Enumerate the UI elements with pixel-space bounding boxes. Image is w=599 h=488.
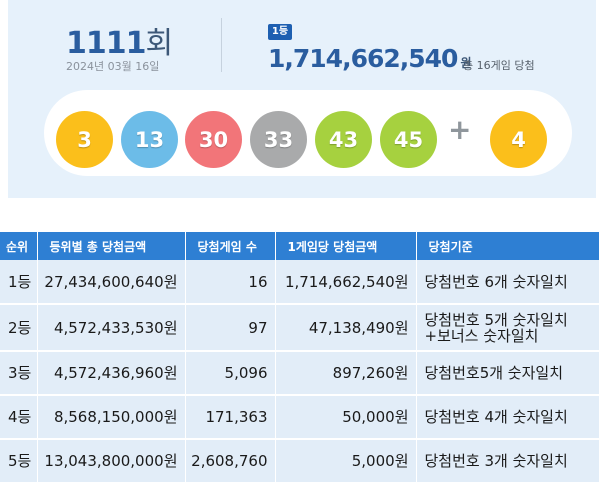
first-prize-value: 1,714,662,540 [268, 44, 458, 73]
table-row: 4등 8,568,150,000원 171,363 50,000원 당첨번호 4… [0, 395, 599, 440]
number-ball-3: 30 [185, 111, 242, 168]
header-winner-count: 당첨게임 수 [185, 232, 276, 260]
first-prize-badge: 1등 [268, 24, 292, 40]
rank-cell: 1등 [0, 260, 38, 305]
number-ball-1: 3 [56, 111, 113, 168]
draw-date: 2024년 03월 16일 [66, 60, 160, 73]
bonus-ball: 4 [490, 111, 547, 168]
per-game-prize-cell: 47,138,490원 [275, 304, 417, 352]
round-title: 1111회 [66, 18, 174, 62]
winner-summary: 총 16게임 당첨 [463, 59, 535, 72]
round-unit: 회 [145, 26, 174, 61]
rank-cell: 2등 [0, 304, 38, 352]
header-rank: 순위 [0, 232, 38, 260]
table-row: 1등 27,434,600,640원 16 1,714,662,540원 당첨번… [0, 260, 599, 305]
divider [221, 18, 222, 72]
number-ball-4: 33 [250, 111, 307, 168]
criteria-cell: 당첨번호 3개 숫자일치 [416, 439, 599, 484]
per-game-prize-cell: 1,714,662,540원 [275, 260, 417, 305]
winning-numbers-bar: 3 13 30 33 43 45 4 [44, 90, 572, 176]
header-total-prize: 등위별 총 당첨금액 [37, 232, 186, 260]
criteria-bonus: +보너스 숫자일치 [424, 326, 539, 345]
rank-cell: 4등 [0, 395, 38, 440]
table-row: 2등 4,572,433,530원 97 47,138,490원 당첨번호 5개… [0, 304, 599, 352]
rank-cell: 3등 [0, 351, 38, 396]
table-row: 3등 4,572,436,960원 5,096 897,260원 당첨번호5개 … [0, 351, 599, 396]
prize-table: 순위 등위별 총 당첨금액 당첨게임 수 1게임당 당첨금액 당첨기준 1등 2… [0, 232, 599, 484]
table-header-row: 순위 등위별 총 당첨금액 당첨게임 수 1게임당 당첨금액 당첨기준 [0, 232, 599, 260]
header-criteria: 당첨기준 [416, 232, 599, 260]
winner-count-cell: 2,608,760 [185, 439, 276, 484]
first-prize-amount: 1,714,662,540 원 [268, 44, 472, 73]
criteria-cell: 당첨번호5개 숫자일치 [416, 351, 599, 396]
total-prize-cell: 27,434,600,640원 [37, 260, 186, 305]
winner-count-cell: 5,096 [185, 351, 276, 396]
winner-count-cell: 97 [185, 304, 276, 352]
per-game-prize-cell: 897,260원 [275, 351, 417, 396]
number-ball-5: 43 [315, 111, 372, 168]
number-ball-2: 13 [121, 111, 178, 168]
header-per-game-prize: 1게임당 당첨금액 [275, 232, 417, 260]
total-prize-cell: 13,043,800,000원 [37, 439, 186, 484]
plus-icon: + [448, 113, 472, 146]
round-number: 1111 [66, 26, 146, 61]
first-prize-unit: 원 [460, 56, 472, 70]
total-prize-cell: 4,572,433,530원 [37, 304, 186, 352]
total-prize-cell: 8,568,150,000원 [37, 395, 186, 440]
criteria-cell: 당첨번호 5개 숫자일치 +보너스 숫자일치 [416, 304, 599, 352]
winner-count-cell: 171,363 [185, 395, 276, 440]
per-game-prize-cell: 5,000원 [275, 439, 417, 484]
table-row: 5등 13,043,800,000원 2,608,760 5,000원 당첨번호… [0, 439, 599, 484]
criteria-cell: 당첨번호 6개 숫자일치 [416, 260, 599, 305]
rank-cell: 5등 [0, 439, 38, 484]
winner-count-cell: 16 [185, 260, 276, 305]
per-game-prize-cell: 50,000원 [275, 395, 417, 440]
criteria-main: 당첨번호 5개 숫자일치 [424, 310, 568, 329]
total-prize-cell: 4,572,436,960원 [37, 351, 186, 396]
criteria-cell: 당첨번호 4개 숫자일치 [416, 395, 599, 440]
number-ball-6: 45 [380, 111, 437, 168]
